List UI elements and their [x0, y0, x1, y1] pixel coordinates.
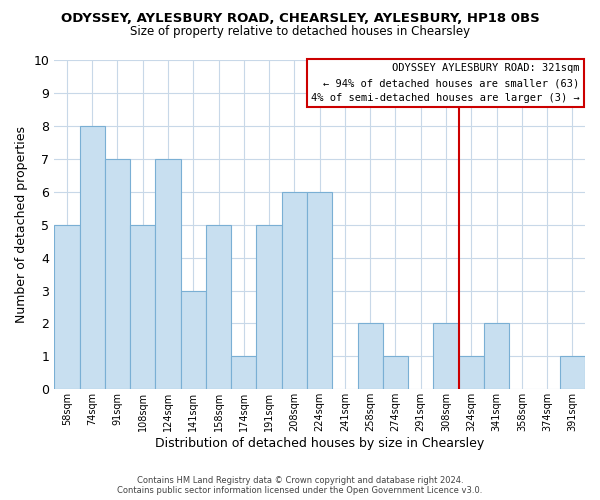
- Bar: [358, 324, 383, 390]
- Bar: [130, 224, 155, 390]
- Text: Size of property relative to detached houses in Chearsley: Size of property relative to detached ho…: [130, 25, 470, 38]
- Bar: [54, 224, 80, 390]
- Bar: [307, 192, 332, 390]
- Bar: [458, 356, 484, 390]
- X-axis label: Distribution of detached houses by size in Chearsley: Distribution of detached houses by size …: [155, 437, 484, 450]
- Bar: [560, 356, 585, 390]
- Bar: [256, 224, 282, 390]
- Bar: [206, 224, 231, 390]
- Y-axis label: Number of detached properties: Number of detached properties: [15, 126, 28, 323]
- Bar: [484, 324, 509, 390]
- Text: ODYSSEY, AYLESBURY ROAD, CHEARSLEY, AYLESBURY, HP18 0BS: ODYSSEY, AYLESBURY ROAD, CHEARSLEY, AYLE…: [61, 12, 539, 26]
- Bar: [181, 290, 206, 390]
- Text: Contains HM Land Registry data © Crown copyright and database right 2024.
Contai: Contains HM Land Registry data © Crown c…: [118, 476, 482, 495]
- Bar: [383, 356, 408, 390]
- Bar: [155, 159, 181, 390]
- Bar: [80, 126, 105, 390]
- Bar: [433, 324, 458, 390]
- Text: ODYSSEY AYLESBURY ROAD: 321sqm
← 94% of detached houses are smaller (63)
4% of s: ODYSSEY AYLESBURY ROAD: 321sqm ← 94% of …: [311, 64, 580, 103]
- Bar: [231, 356, 256, 390]
- Bar: [105, 159, 130, 390]
- Bar: [282, 192, 307, 390]
